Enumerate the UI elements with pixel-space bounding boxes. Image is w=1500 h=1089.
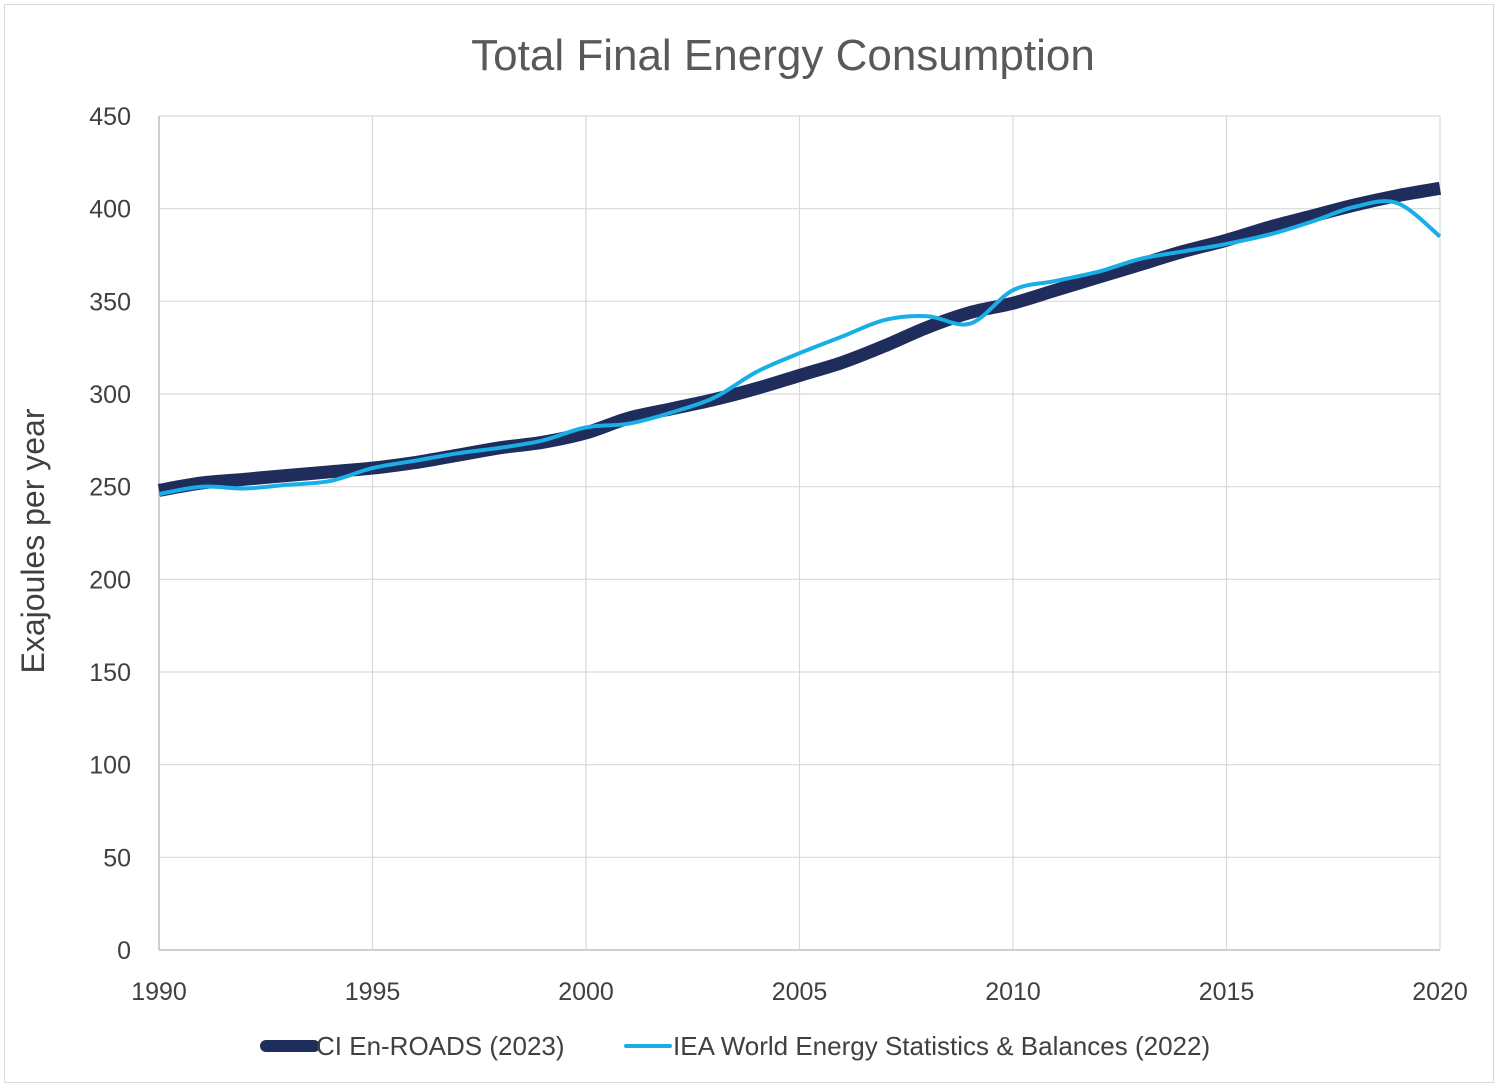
- legend-label-en-roads: CI En-ROADS (2023): [316, 1031, 565, 1061]
- x-tick-label: 1990: [131, 978, 187, 1006]
- y-axis-label: Exajoules per year: [15, 408, 51, 673]
- y-tick-label: 250: [89, 474, 131, 502]
- series-layer: [157, 181, 1442, 497]
- y-tick-label: 0: [117, 937, 131, 965]
- x-tick-label: 2000: [558, 978, 614, 1006]
- y-tick-label: 450: [89, 103, 131, 131]
- y-tick-label: 350: [89, 288, 131, 316]
- y-tick-label: 150: [89, 659, 131, 687]
- x-tick-labels: 1990 1995 2000 2005 2010 2015 2020: [131, 978, 1468, 1006]
- y-tick-label: 400: [89, 196, 131, 224]
- x-tick-label: 2020: [1412, 978, 1468, 1006]
- chart-title: Total Final Energy Consumption: [471, 31, 1095, 80]
- y-tick-label: 50: [103, 844, 131, 872]
- y-tick-label: 200: [89, 566, 131, 594]
- y-tick-labels: 0 50 100 150 200 250 300 350 400 450: [89, 103, 131, 965]
- legend-label-iea: IEA World Energy Statistics & Balances (…: [673, 1031, 1210, 1061]
- x-tick-label: 2015: [1199, 978, 1255, 1006]
- y-tick-label: 300: [89, 381, 131, 409]
- x-tick-label: 2005: [772, 978, 828, 1006]
- x-tick-label: 2010: [985, 978, 1041, 1006]
- x-gridlines: [158, 116, 1441, 950]
- x-tick-label: 1995: [345, 978, 401, 1006]
- chart-frame: [4, 4, 1494, 1083]
- y-tick-label: 100: [89, 752, 131, 780]
- series-line-iea: [158, 199, 1442, 497]
- legend: CI En-ROADS (2023) IEA World Energy Stat…: [260, 1031, 1210, 1061]
